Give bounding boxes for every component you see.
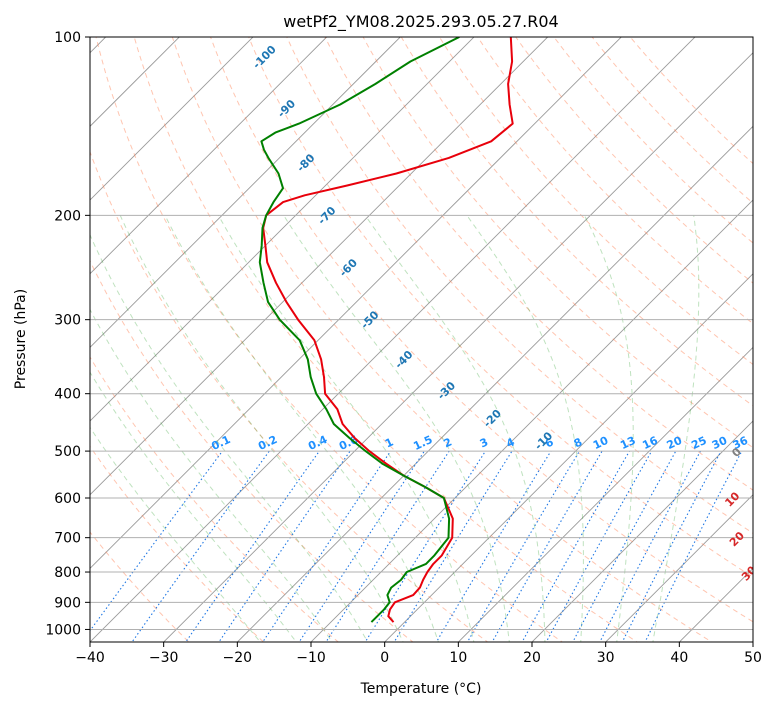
isotherm-line [90, 37, 328, 275]
x-tick-label: −40 [75, 650, 105, 666]
isotherm-line [163, 52, 753, 642]
dry-adiabat-line [90, 150, 489, 642]
mixing-ratio-label: 36 [731, 434, 751, 452]
x-tick-label: 10 [449, 650, 467, 666]
moist-adiabat-line [90, 426, 261, 642]
isotherm-line [531, 420, 753, 642]
moist-adiabat-line [364, 215, 546, 642]
y-tick-label: 500 [54, 444, 81, 460]
isotherm-line [90, 37, 549, 496]
moist-adiabat-line [283, 215, 510, 642]
isotherm-line [310, 199, 753, 642]
x-tick-label: −20 [223, 650, 253, 666]
dry-adiabat-line [286, 37, 753, 534]
chart-title: wetPf2_YM08.2025.293.05.27.R04 [283, 12, 558, 32]
dry-adiabat-line [90, 259, 414, 642]
y-axis-label: Pressure (hPa) [13, 289, 29, 389]
y-tick-label: 700 [54, 531, 81, 547]
moist-adiabat-line [583, 215, 634, 642]
mixing-ratio-label: 10 [591, 434, 611, 452]
isotherm-line [605, 494, 753, 642]
mixing-ratio-label: 30 [710, 434, 730, 452]
dry-adiabat-line [171, 37, 713, 642]
dry-adiabat-line [133, 37, 638, 642]
y-tick-label: 100 [54, 30, 81, 46]
moist-adiabat-line [466, 215, 584, 642]
x-tick-label: 20 [523, 650, 541, 666]
isotherm-line [384, 273, 753, 642]
mixing-ratio-label: 16 [640, 434, 660, 452]
moist-adiabat-line [652, 215, 700, 642]
sounding-series [258, 37, 514, 623]
pressure-gridlines [90, 37, 753, 630]
y-tick-label: 1000 [45, 622, 81, 638]
y-tick-label: 600 [54, 491, 81, 507]
moist-adiabats [90, 215, 700, 642]
dry-adiabat-line [209, 37, 753, 623]
isotherm-line [236, 125, 753, 642]
y-tick-label: 800 [54, 565, 81, 581]
dry-adiabat-line [477, 37, 753, 325]
dry-adiabat-line [248, 37, 753, 578]
dry-adiabat-line [400, 37, 753, 407]
y-tick-label: 300 [54, 313, 81, 329]
dewpoint-profile-line [258, 37, 460, 623]
y-axis-ticks: 100 200 300 400 500 600 700 800 900 1000 [45, 30, 90, 638]
isotherm-line [90, 37, 475, 422]
y-tick-label: 900 [54, 595, 81, 611]
skewed-isotherms [90, 37, 753, 642]
y-tick-label: 200 [54, 208, 81, 224]
x-axis-ticks: −40 −30 −20 −10 0 10 20 30 40 50 [75, 642, 762, 666]
mixing-ratio-label: 25 [689, 434, 708, 452]
isotherm-line [90, 37, 696, 642]
dry-adiabat-line [90, 356, 340, 642]
isotherm-line [90, 37, 622, 570]
x-tick-label: 40 [670, 650, 688, 666]
isotherm-line [90, 37, 180, 127]
plot-frame [89, 36, 754, 643]
x-tick-label: 50 [744, 650, 762, 666]
y-tick-label: 400 [54, 387, 81, 403]
isotherm-line [457, 346, 753, 642]
moist-adiabat-line [164, 215, 440, 642]
x-tick-label: −10 [296, 650, 326, 666]
x-axis-label: Temperature (°C) [360, 681, 482, 697]
mixing-ratio-label: 20 [665, 434, 685, 452]
temperature-profile-line [262, 37, 514, 623]
dry-adiabat-line [95, 37, 564, 642]
x-tick-label: −30 [149, 650, 179, 666]
x-tick-label: 30 [597, 650, 615, 666]
isotherm-line [90, 37, 401, 348]
moist-adiabat-line [217, 215, 475, 642]
x-tick-label: 0 [380, 650, 389, 666]
moist-adiabat-line [90, 233, 369, 642]
isotherm-line [90, 37, 254, 201]
moist-adiabat-line [90, 308, 333, 642]
dry-adiabats [90, 37, 753, 642]
moist-adiabat-line [90, 371, 297, 642]
moist-adiabat-line [119, 215, 404, 642]
mixing-ratio-label: 13 [618, 434, 637, 452]
dry-adiabat-line [90, 445, 265, 642]
wetbulb-label: 40 [750, 594, 770, 614]
